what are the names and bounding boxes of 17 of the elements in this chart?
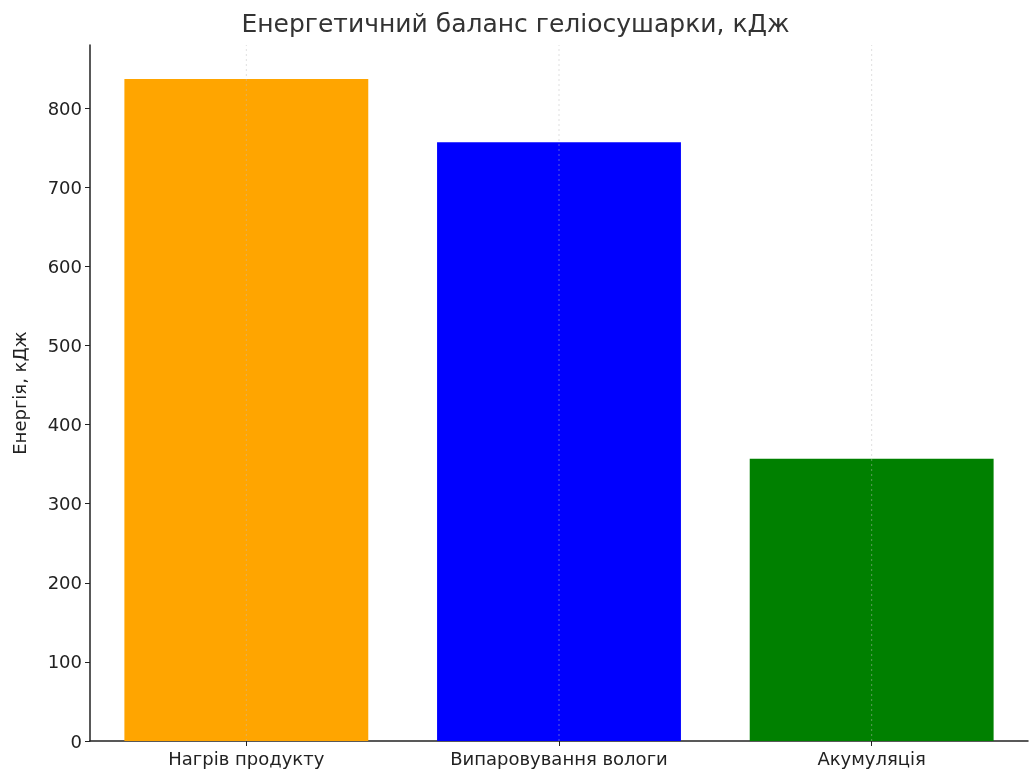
chart-title: Енергетичний баланс геліосушарки, кДж <box>241 9 790 38</box>
x-tick-label: Акумуляція <box>817 747 926 769</box>
y-tick-label: 600 <box>47 255 82 277</box>
y-tick-label: 800 <box>47 97 82 119</box>
y-axis-title: Енергія, кДж <box>8 331 30 455</box>
y-tick-label: 700 <box>47 176 82 198</box>
y-tick-label: 0 <box>70 730 82 752</box>
x-tick-label: Випаровування вологи <box>450 747 668 769</box>
x-tick-label: Нагрів продукту <box>168 747 325 769</box>
y-tick-label: 300 <box>47 493 82 515</box>
bar <box>437 142 681 741</box>
y-tick-label: 200 <box>47 572 82 594</box>
y-tick-label: 400 <box>47 414 82 436</box>
bar <box>124 79 369 741</box>
y-tick-label: 100 <box>47 651 82 673</box>
y-tick-label: 500 <box>47 335 82 357</box>
bar <box>749 458 994 741</box>
